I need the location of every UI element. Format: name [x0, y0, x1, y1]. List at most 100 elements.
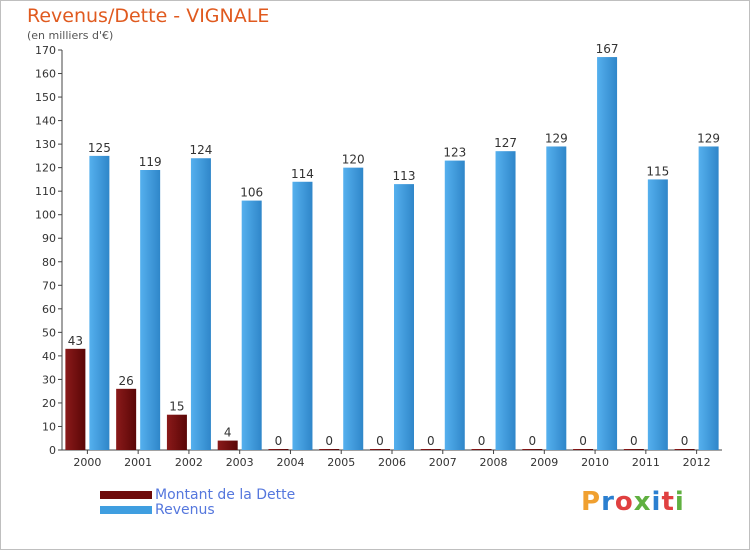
logo-letter: i [674, 487, 685, 517]
data-label-dette-2005: 0 [325, 434, 333, 448]
x-tick-label-2003: 2003 [226, 456, 254, 469]
bar-dette-2000 [65, 348, 86, 450]
bar-dette-2005 [319, 449, 340, 450]
y-tick-label-0: 0 [49, 444, 56, 457]
bar-revenus-2007 [444, 160, 465, 450]
x-tick-label-2004: 2004 [276, 456, 304, 469]
logo-letter: t [661, 487, 675, 517]
data-label-dette-2001: 26 [119, 374, 134, 388]
bar-revenus-2001 [140, 170, 161, 450]
bar-revenus-2002 [190, 158, 211, 450]
bar-dette-2010 [573, 449, 594, 450]
y-tick-label-30: 30 [42, 373, 56, 386]
bar-dette-2012 [674, 449, 695, 450]
logo-letter: i [651, 487, 662, 517]
y-tick-label-140: 140 [35, 115, 56, 128]
data-label-revenus-2004: 114 [291, 167, 314, 181]
chart-title: Revenus/Dette - VIGNALE [27, 5, 270, 27]
data-label-dette-2007: 0 [427, 434, 435, 448]
data-label-revenus-2002: 124 [189, 143, 212, 157]
bar-dette-2011 [623, 449, 644, 450]
bar-dette-2008 [471, 449, 492, 450]
data-label-dette-2000: 43 [68, 334, 83, 348]
y-tick-label-160: 160 [35, 68, 56, 81]
y-tick-label-40: 40 [42, 350, 56, 363]
data-label-dette-2002: 15 [169, 400, 184, 414]
y-tick-label-20: 20 [42, 397, 56, 410]
bar-revenus-2006 [394, 184, 414, 450]
legend-swatch-dette [100, 491, 152, 499]
logo-letter: r [601, 487, 615, 517]
data-label-revenus-2003: 106 [240, 186, 263, 200]
data-label-revenus-2012: 129 [697, 131, 720, 145]
y-tick-label-60: 60 [42, 303, 56, 316]
bar-revenus-2008 [495, 151, 516, 451]
bar-revenus-2004 [292, 181, 313, 450]
data-label-dette-2004: 0 [275, 434, 283, 448]
data-label-revenus-2005: 120 [342, 153, 365, 167]
y-tick-label-100: 100 [35, 209, 56, 222]
y-tick-label-150: 150 [35, 91, 56, 104]
y-tick-label-80: 80 [42, 256, 56, 269]
legend-label-dette: Montant de la Dette [155, 487, 296, 503]
bar-revenus-2009 [546, 146, 567, 450]
data-label-dette-2012: 0 [681, 434, 689, 448]
bar-revenus-2000 [89, 155, 110, 450]
logo-letter: P [581, 487, 602, 517]
data-label-revenus-2009: 129 [545, 131, 568, 145]
data-label-dette-2003: 4 [224, 426, 232, 440]
data-label-revenus-2011: 115 [646, 164, 669, 178]
bar-revenus-2012 [698, 146, 719, 450]
bar-revenus-2003 [241, 200, 262, 450]
proxiti-logo: Proxiti [581, 487, 685, 517]
data-label-revenus-2007: 123 [443, 146, 466, 160]
legend-label-revenus: Revenus [155, 502, 215, 518]
logo-letter: x [633, 487, 652, 517]
y-tick-label-170: 170 [35, 44, 56, 57]
data-label-revenus-2010: 167 [596, 42, 619, 56]
bar-revenus-2005 [343, 167, 364, 450]
x-tick-label-2011: 2011 [632, 456, 660, 469]
bar-dette-2007 [420, 449, 441, 450]
x-tick-label-2012: 2012 [683, 456, 711, 469]
y-tick-label-90: 90 [42, 232, 56, 245]
x-tick-label-2006: 2006 [378, 456, 406, 469]
x-tick-label-2001: 2001 [124, 456, 152, 469]
data-label-dette-2008: 0 [478, 434, 486, 448]
x-tick-label-2002: 2002 [175, 456, 203, 469]
x-tick-label-2005: 2005 [327, 456, 355, 469]
data-label-dette-2010: 0 [579, 434, 587, 448]
y-tick-label-70: 70 [42, 279, 56, 292]
x-tick-label-2007: 2007 [429, 456, 457, 469]
bar-dette-2006 [370, 449, 390, 450]
data-label-revenus-2006: 113 [393, 169, 416, 183]
x-tick-label-2009: 2009 [530, 456, 558, 469]
legend-swatch-revenus [100, 506, 152, 514]
bar-dette-2003 [217, 440, 238, 450]
bar-dette-2009 [522, 449, 543, 450]
y-tick-label-50: 50 [42, 326, 56, 339]
y-tick-label-10: 10 [42, 420, 56, 433]
legend-item-dette: Montant de la Dette [100, 487, 295, 503]
data-label-dette-2011: 0 [630, 434, 638, 448]
y-tick-label-120: 120 [35, 162, 56, 175]
x-tick-label-2010: 2010 [581, 456, 609, 469]
bar-revenus-2010 [597, 57, 618, 450]
chart-subtitle: (en milliers d'€) [27, 29, 114, 42]
data-label-dette-2006: 0 [376, 434, 384, 448]
data-label-revenus-2000: 125 [88, 141, 111, 155]
logo-letter: o [614, 487, 634, 517]
y-tick-label-130: 130 [35, 138, 56, 151]
data-label-revenus-2008: 127 [494, 136, 517, 150]
x-tick-label-2000: 2000 [73, 456, 101, 469]
bar-dette-2002 [166, 414, 187, 450]
bar-revenus-2011 [647, 179, 668, 451]
legend-item-revenus: Revenus [100, 502, 215, 518]
x-tick-label-2008: 2008 [480, 456, 508, 469]
bar-dette-2004 [268, 449, 289, 450]
data-label-revenus-2001: 119 [139, 155, 162, 169]
bar-dette-2001 [116, 388, 137, 450]
y-tick-label-110: 110 [35, 185, 56, 198]
